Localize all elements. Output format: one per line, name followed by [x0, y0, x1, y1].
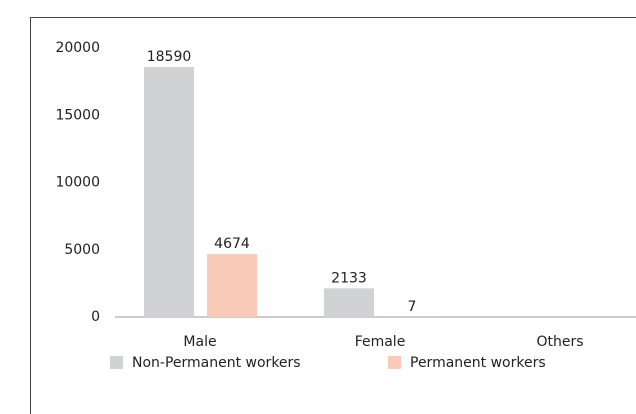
bar	[144, 66, 194, 317]
y-tick-label: 0	[91, 309, 100, 325]
y-tick-label: 20000	[55, 40, 100, 56]
y-tick-label: 10000	[55, 175, 100, 191]
value-label: 4674	[214, 236, 250, 252]
legend-label: Permanent workers	[410, 355, 546, 371]
value-label: 7	[408, 299, 417, 315]
legend-label: Non-Permanent workers	[132, 355, 301, 371]
value-label: 18590	[147, 49, 192, 65]
chart-frame	[30, 17, 636, 414]
y-tick-label: 5000	[64, 242, 100, 258]
legend-swatch	[110, 356, 123, 369]
x-tick-label: Others	[536, 334, 583, 350]
x-tick-label: Female	[355, 334, 406, 350]
x-tick-label: Male	[183, 334, 216, 350]
y-tick-label: 15000	[55, 107, 100, 123]
value-label: 2133	[331, 270, 367, 286]
legend-swatch	[388, 356, 401, 369]
bar	[207, 254, 257, 317]
bar	[324, 288, 374, 317]
